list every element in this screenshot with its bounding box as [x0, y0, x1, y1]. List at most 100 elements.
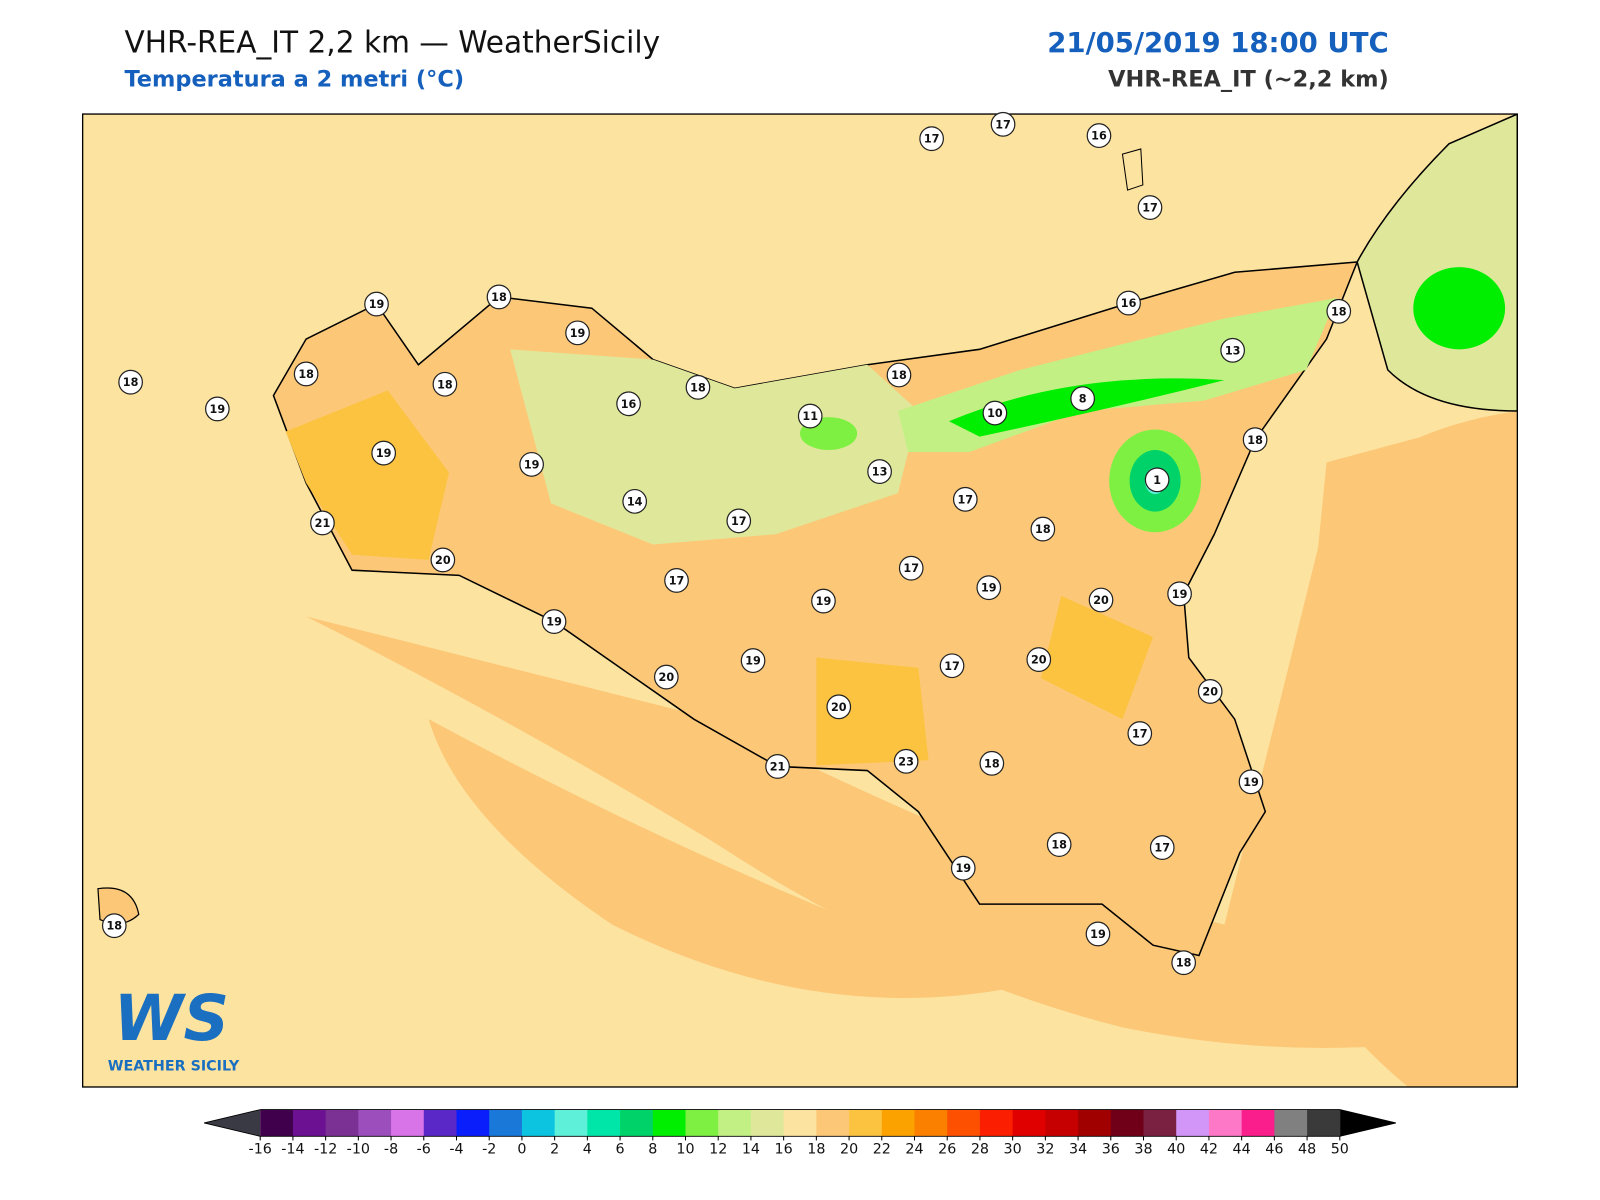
station-marker	[1127, 721, 1153, 746]
station-value: 17	[1154, 842, 1170, 855]
station-value: 20	[435, 554, 451, 567]
station-marker	[1085, 921, 1111, 947]
station-value: 19	[524, 458, 540, 471]
station: 20	[653, 664, 679, 690]
station-marker	[486, 284, 512, 310]
colorbar: -16 -14 -12 -10 -8 -6 -4 -2 0 2 4 6 8 10 12 14 16 18 20 22 2…	[203, 1109, 1397, 1158]
station-marker	[1137, 195, 1163, 220]
station-marker	[1026, 647, 1052, 673]
station-marker	[1197, 679, 1223, 704]
station: 18	[101, 913, 127, 939]
colorbar-tick-label: 28	[971, 1142, 989, 1158]
station-value: 10	[987, 407, 1003, 420]
station-value: 18	[1176, 957, 1192, 970]
station-value: 20	[1202, 685, 1218, 698]
colorbar-tick-label: 48	[1298, 1142, 1316, 1158]
datetime: 21/05/2019 18:00 UTC	[1047, 26, 1389, 59]
colorbar-swatch	[1110, 1109, 1145, 1137]
station: 17	[939, 653, 965, 679]
station: 20	[1026, 647, 1052, 673]
colorbar-swatch	[554, 1109, 588, 1137]
station: 16	[1086, 123, 1112, 149]
station-marker	[976, 575, 1002, 601]
station-value: 18	[984, 757, 1000, 770]
station-marker	[101, 913, 127, 939]
station: 20	[826, 694, 852, 720]
colorbar-swatch	[489, 1109, 523, 1137]
station-value: 21	[770, 760, 786, 773]
colorbar-tick-label: 16	[775, 1142, 793, 1158]
station-marker	[867, 459, 892, 485]
station-marker	[797, 403, 823, 429]
station: 17	[664, 568, 689, 593]
station-value: 23	[898, 755, 914, 768]
station-marker	[118, 369, 143, 395]
station: 18	[1242, 427, 1268, 453]
colorbar-tick-label: 18	[807, 1142, 825, 1158]
station-value: 18	[106, 920, 122, 933]
station: 17	[726, 508, 752, 534]
station-marker	[364, 291, 389, 317]
station: 19	[1238, 769, 1264, 795]
station-marker	[310, 510, 335, 536]
colorbar-swatch	[685, 1109, 719, 1137]
station-marker	[664, 568, 689, 593]
station-value: 13	[872, 466, 888, 479]
station: 19	[811, 588, 836, 614]
station-value: 18	[1247, 434, 1263, 447]
colorbar-swatch	[1274, 1109, 1308, 1137]
colorbar-tick-label: -10	[347, 1142, 370, 1158]
colorbar-tick-label: 12	[709, 1142, 727, 1158]
station: 18	[979, 750, 1005, 776]
station: 21	[765, 754, 790, 779]
colorbar-swatch	[260, 1109, 294, 1137]
colorbar-tick-label: 44	[1233, 1142, 1251, 1158]
station-value: 19	[1243, 776, 1259, 789]
station-value: 18	[123, 376, 139, 389]
subtitle: Temperatura a 2 metri (°C)	[124, 67, 464, 93]
station-marker	[1220, 337, 1245, 363]
warm-south	[816, 595, 1154, 766]
warm-sea	[1285, 410, 1518, 1087]
aeolian-island	[1121, 148, 1144, 191]
colorbar-tick-label: 30	[1004, 1142, 1022, 1158]
station: 20	[1197, 679, 1223, 704]
station-marker	[979, 750, 1005, 776]
colorbar-tick-label: 8	[648, 1142, 657, 1158]
station: 19	[976, 575, 1002, 601]
colorbar-swatch	[914, 1109, 948, 1137]
colorbar-swatch	[849, 1109, 883, 1137]
colorbar-tick-label: 4	[583, 1142, 592, 1158]
colorbar-tick-label: 34	[1069, 1142, 1087, 1158]
station: 19	[371, 440, 397, 466]
colorbar-tick-label: 26	[938, 1142, 956, 1158]
station: 18	[486, 284, 512, 310]
colorbar-swatch	[783, 1109, 817, 1137]
station-marker	[765, 754, 790, 779]
station: 18	[685, 374, 711, 400]
station-marker	[1242, 427, 1268, 453]
title: VHR-REA_IT 2,2 km — WeatherSicily	[124, 26, 660, 61]
station: 20	[430, 547, 456, 573]
station-marker	[1238, 769, 1264, 795]
station-marker	[622, 488, 648, 514]
station-marker	[519, 451, 544, 477]
station-value: 17	[903, 562, 919, 575]
station-marker	[1070, 386, 1095, 412]
colorbar-swatch	[1241, 1109, 1275, 1137]
colorbar-swatch	[1176, 1109, 1210, 1137]
station-marker	[293, 361, 319, 387]
station-marker	[1030, 516, 1056, 542]
station-marker	[1144, 467, 1170, 493]
station-value: 18	[298, 368, 314, 381]
colorbar-swatch	[1307, 1109, 1341, 1137]
station: 18	[293, 361, 319, 387]
station: 18	[1171, 950, 1197, 976]
station: 18	[1030, 516, 1056, 542]
warm-west	[285, 390, 449, 560]
map-field	[82, 114, 1518, 1087]
station: 17	[1149, 835, 1175, 861]
station-marker	[1088, 587, 1114, 613]
station-marker	[653, 664, 679, 690]
